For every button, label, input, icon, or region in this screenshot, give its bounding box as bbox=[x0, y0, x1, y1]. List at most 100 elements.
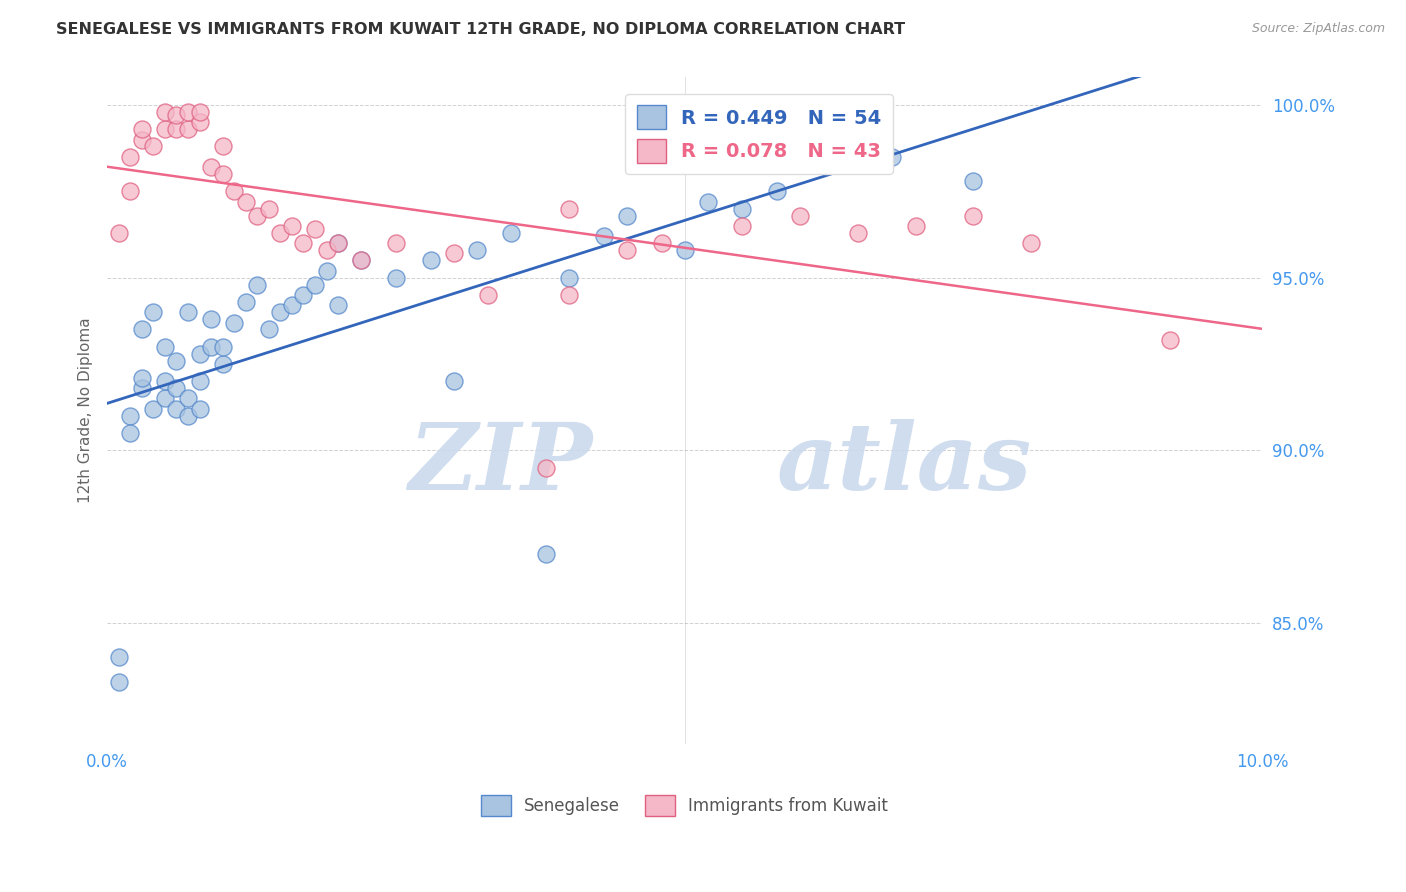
Point bbox=[235, 294, 257, 309]
Point bbox=[269, 305, 291, 319]
Point bbox=[153, 374, 176, 388]
Point bbox=[224, 185, 246, 199]
Point bbox=[465, 243, 488, 257]
Point bbox=[731, 202, 754, 216]
Text: Source: ZipAtlas.com: Source: ZipAtlas.com bbox=[1251, 22, 1385, 36]
Text: ZIP: ZIP bbox=[408, 419, 592, 508]
Point bbox=[501, 226, 523, 240]
Point bbox=[350, 253, 373, 268]
Point bbox=[107, 674, 129, 689]
Point bbox=[304, 277, 326, 292]
Point bbox=[904, 219, 927, 233]
Point bbox=[811, 150, 834, 164]
Point bbox=[616, 243, 638, 257]
Point bbox=[846, 226, 869, 240]
Point bbox=[350, 253, 373, 268]
Point bbox=[534, 547, 557, 561]
Point bbox=[177, 392, 200, 406]
Point bbox=[107, 226, 129, 240]
Point bbox=[211, 167, 233, 181]
Y-axis label: 12th Grade, No Diploma: 12th Grade, No Diploma bbox=[79, 318, 93, 503]
Point bbox=[188, 105, 211, 120]
Legend: Senegalese, Immigrants from Kuwait: Senegalese, Immigrants from Kuwait bbox=[474, 789, 896, 822]
Point bbox=[131, 132, 153, 146]
Point bbox=[1019, 236, 1042, 251]
Point bbox=[177, 409, 200, 423]
Point bbox=[292, 288, 315, 302]
Point bbox=[153, 392, 176, 406]
Point bbox=[142, 139, 165, 153]
Point bbox=[177, 305, 200, 319]
Point bbox=[326, 236, 349, 251]
Point bbox=[269, 226, 291, 240]
Point bbox=[326, 298, 349, 312]
Point bbox=[165, 122, 187, 136]
Point bbox=[211, 357, 233, 371]
Point bbox=[131, 381, 153, 395]
Point bbox=[153, 340, 176, 354]
Point bbox=[120, 425, 142, 440]
Point bbox=[153, 122, 176, 136]
Point bbox=[385, 236, 408, 251]
Point bbox=[165, 381, 187, 395]
Point bbox=[224, 316, 246, 330]
Point bbox=[789, 209, 811, 223]
Point bbox=[673, 243, 696, 257]
Point bbox=[188, 346, 211, 360]
Point bbox=[257, 322, 280, 336]
Point bbox=[153, 105, 176, 120]
Point bbox=[165, 108, 187, 122]
Point bbox=[120, 409, 142, 423]
Point bbox=[177, 122, 200, 136]
Point bbox=[616, 209, 638, 223]
Point bbox=[443, 374, 465, 388]
Point bbox=[315, 243, 337, 257]
Point bbox=[165, 353, 187, 368]
Point bbox=[257, 202, 280, 216]
Point bbox=[846, 132, 869, 146]
Point bbox=[962, 209, 984, 223]
Point bbox=[235, 194, 257, 209]
Point bbox=[188, 374, 211, 388]
Point bbox=[200, 312, 222, 326]
Point bbox=[882, 150, 904, 164]
Point bbox=[696, 194, 718, 209]
Point bbox=[962, 174, 984, 188]
Point bbox=[246, 209, 269, 223]
Point bbox=[142, 305, 165, 319]
Point bbox=[326, 236, 349, 251]
Point bbox=[165, 401, 187, 416]
Point bbox=[177, 105, 200, 120]
Point bbox=[281, 298, 304, 312]
Point bbox=[211, 139, 233, 153]
Point bbox=[592, 229, 614, 244]
Point bbox=[142, 401, 165, 416]
Point bbox=[534, 460, 557, 475]
Point bbox=[120, 185, 142, 199]
Point bbox=[766, 185, 789, 199]
Point bbox=[107, 650, 129, 665]
Point bbox=[443, 246, 465, 260]
Point bbox=[200, 160, 222, 174]
Point bbox=[281, 219, 304, 233]
Point bbox=[120, 150, 142, 164]
Point bbox=[315, 264, 337, 278]
Point bbox=[385, 270, 408, 285]
Point bbox=[650, 236, 672, 251]
Point bbox=[131, 122, 153, 136]
Point bbox=[731, 219, 754, 233]
Point bbox=[292, 236, 315, 251]
Point bbox=[558, 288, 581, 302]
Point bbox=[304, 222, 326, 236]
Point bbox=[1159, 333, 1181, 347]
Text: atlas: atlas bbox=[778, 419, 1032, 508]
Point bbox=[131, 322, 153, 336]
Point bbox=[477, 288, 499, 302]
Point bbox=[211, 340, 233, 354]
Point bbox=[131, 371, 153, 385]
Text: SENEGALESE VS IMMIGRANTS FROM KUWAIT 12TH GRADE, NO DIPLOMA CORRELATION CHART: SENEGALESE VS IMMIGRANTS FROM KUWAIT 12T… bbox=[56, 22, 905, 37]
Point bbox=[246, 277, 269, 292]
Point bbox=[558, 270, 581, 285]
Point bbox=[188, 401, 211, 416]
Point bbox=[200, 340, 222, 354]
